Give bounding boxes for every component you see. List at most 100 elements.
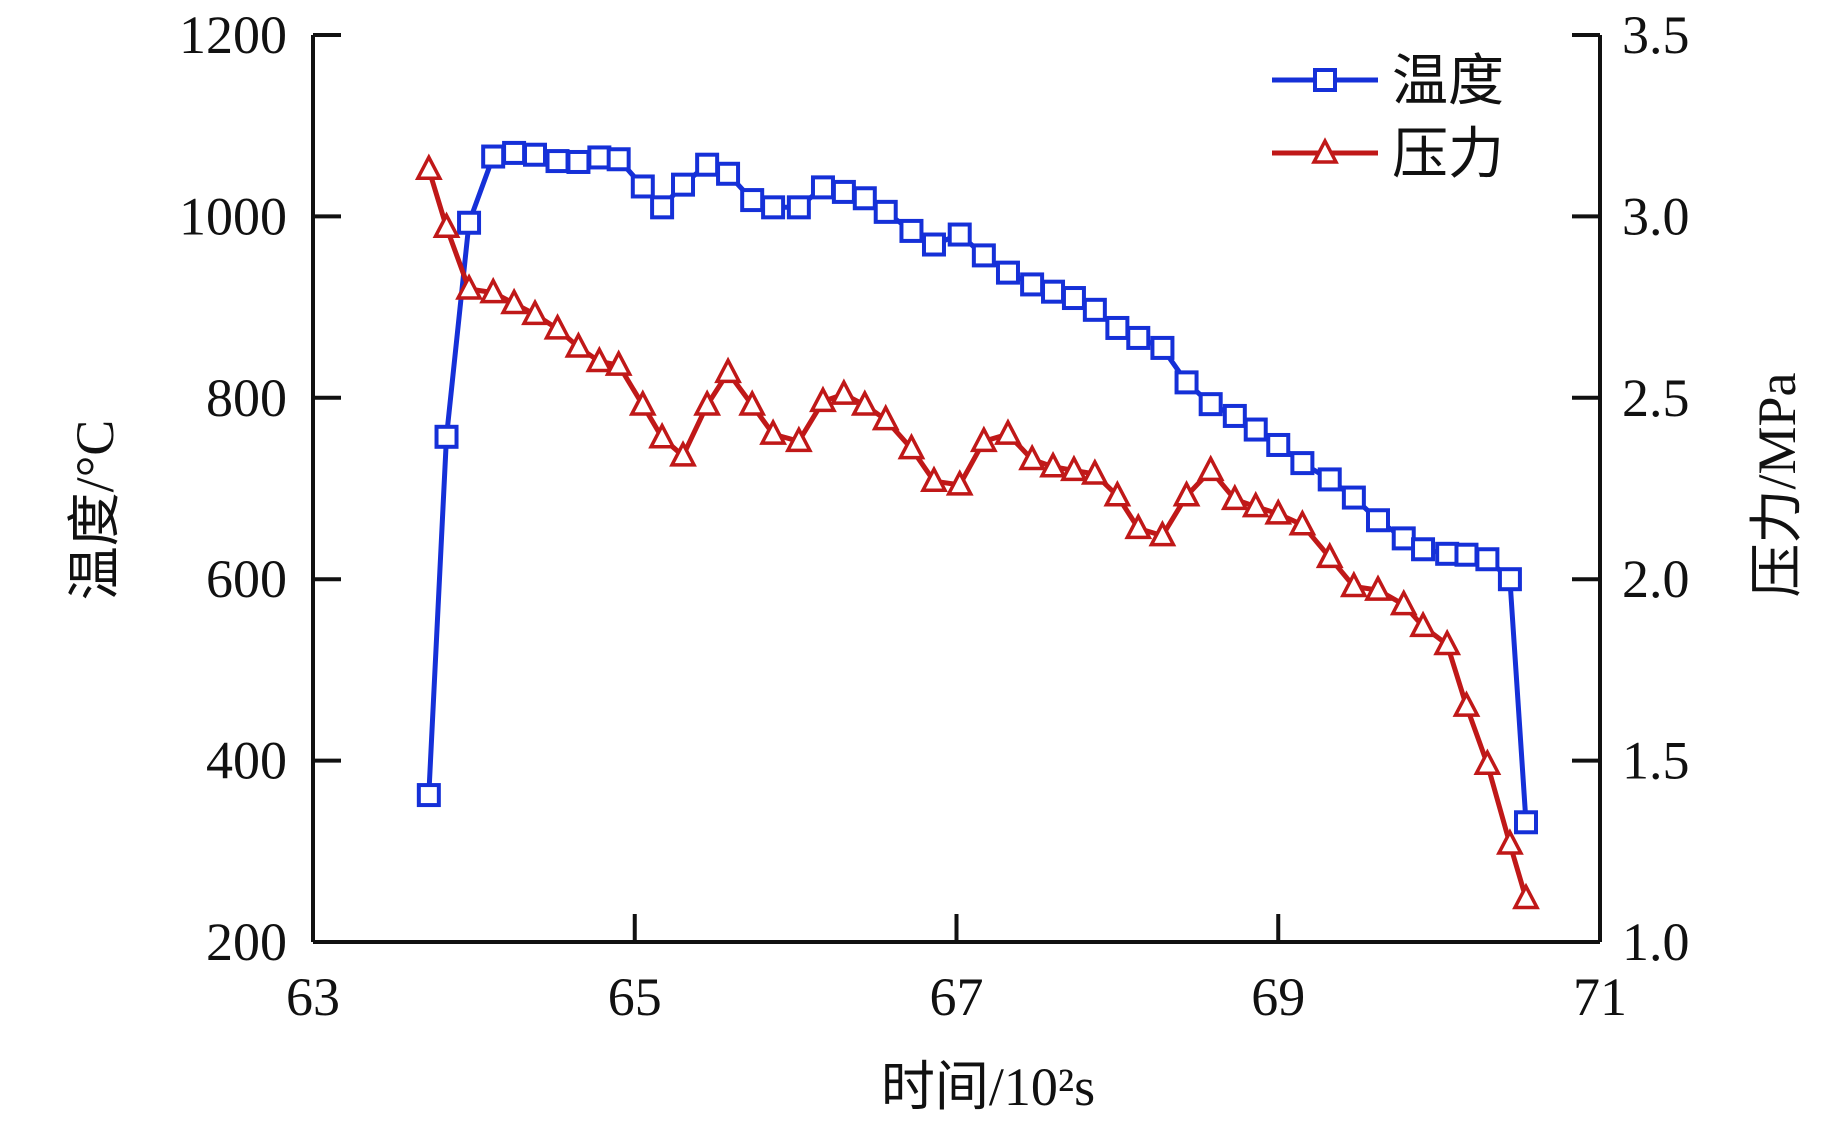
x-tick-label: 67: [930, 967, 984, 1027]
data-point-pressure: [1512, 882, 1540, 910]
data-point-temperature: [1290, 451, 1315, 476]
data-point-pressure: [669, 440, 697, 467]
data-point-pressure: [759, 418, 787, 445]
data-point-temperature: [761, 195, 786, 220]
data-point-temperature: [1020, 272, 1045, 297]
data-point-pressure: [809, 385, 837, 413]
data-point-pressure: [1018, 443, 1047, 471]
data-point-pressure: [628, 389, 657, 416]
data-point-pressure: [604, 349, 633, 376]
data-point-temperature: [786, 195, 811, 220]
data-point-temperature: [650, 195, 675, 220]
data-point-temperature: [416, 783, 441, 808]
data-point-temperature: [587, 145, 612, 170]
legend-label-temperature: 温度: [1392, 51, 1504, 113]
data-point-temperature: [1126, 325, 1151, 350]
y-left-tick-label: 200: [206, 912, 287, 972]
y-left-tick-label: 400: [206, 731, 287, 791]
data-point-pressure: [850, 389, 879, 416]
y-left-tick-label: 600: [206, 549, 287, 609]
data-point-temperature: [1513, 810, 1538, 835]
data-point-temperature: [1391, 526, 1416, 551]
data-point-temperature: [1475, 547, 1500, 572]
data-point-pressure: [564, 331, 593, 358]
data-point-pressure: [693, 389, 722, 416]
legend: 温度 压力: [1272, 51, 1504, 186]
data-point-pressure: [1103, 479, 1132, 507]
data-point-temperature: [873, 199, 898, 224]
data-point-pressure: [1288, 509, 1317, 536]
data-point-temperature: [695, 152, 720, 177]
y-right-axis-title: 压力/MPa: [1747, 372, 1807, 597]
x-tick-label: 69: [1251, 967, 1305, 1027]
data-point-temperature: [1435, 541, 1460, 566]
y-left-tick-label: 1000: [179, 186, 287, 246]
data-point-pressure: [414, 153, 443, 180]
data-point-pressure: [994, 418, 1022, 445]
x-tick-label: 63: [286, 967, 340, 1027]
y-left-tick-label: 1200: [179, 5, 287, 65]
x-tick-label: 71: [1573, 967, 1627, 1027]
data-point-pressure: [1364, 574, 1392, 601]
series-line-pressure: [426, 168, 1529, 900]
data-point-temperature: [523, 142, 548, 167]
data-point-pressure: [1339, 570, 1368, 598]
data-point-pressure: [1148, 519, 1177, 547]
data-point-temperature: [921, 232, 946, 257]
y-right-tick-label: 3.5: [1622, 5, 1690, 65]
data-point-temperature: [899, 218, 924, 243]
data-point-temperature: [1411, 537, 1436, 562]
data-point-temperature: [1174, 370, 1199, 395]
data-point-pressure: [1039, 450, 1067, 478]
data-point-pressure: [1264, 498, 1293, 525]
data-point-pressure: [500, 287, 528, 315]
data-point-pressure: [738, 389, 767, 416]
data-point-temperature: [1105, 315, 1130, 340]
series-layer: [414, 140, 1540, 910]
data-point-temperature: [566, 149, 591, 174]
axis-ticks: 63 65 67 69 71 200 400 600 800 1000 1200 1.0 1.5 2.0 2…: [179, 5, 1690, 1027]
data-point-temperature: [671, 172, 696, 197]
data-point-pressure: [871, 403, 900, 431]
y-right-tick-label: 2.0: [1622, 549, 1690, 609]
data-point-temperature: [1082, 297, 1107, 322]
data-point-temperature: [545, 149, 570, 174]
y-right-tick-label: 1.0: [1622, 912, 1690, 972]
y-left-tick-label: 800: [206, 368, 287, 428]
y-right-tick-label: 3.0: [1622, 186, 1690, 246]
data-point-pressure: [829, 378, 858, 405]
data-point-temperature: [1497, 567, 1522, 592]
data-point-pressure: [521, 298, 549, 326]
data-point-temperature: [716, 161, 741, 186]
data-point-pressure: [432, 211, 461, 239]
data-point-pressure: [1241, 490, 1270, 518]
data-point-pressure: [1496, 828, 1524, 855]
data-point-temperature: [1041, 279, 1066, 304]
legend-marker-triangle: [1311, 137, 1339, 164]
data-point-temperature: [457, 210, 482, 235]
data-point-pressure: [1473, 748, 1502, 775]
data-point-temperature: [1266, 432, 1291, 457]
legend-marker-square: [1313, 68, 1337, 92]
data-point-temperature: [481, 144, 506, 169]
data-point-temperature: [947, 222, 972, 247]
data-point-pressure: [1409, 610, 1437, 638]
data-point-temperature: [995, 260, 1020, 285]
data-point-temperature: [502, 140, 527, 165]
data-point-pressure: [1433, 628, 1462, 656]
data-point-temperature: [1454, 542, 1479, 567]
data-point-pressure: [945, 469, 974, 496]
data-point-temperature: [1341, 485, 1366, 510]
data-point-pressure: [1124, 512, 1153, 540]
y-right-tick-label: 1.5: [1622, 731, 1690, 791]
data-point-pressure: [585, 345, 614, 373]
data-point-pressure: [1315, 541, 1344, 569]
data-point-pressure: [897, 432, 926, 460]
data-point-pressure: [1172, 479, 1201, 507]
data-point-temperature: [606, 147, 631, 172]
data-point-temperature: [434, 424, 459, 449]
y-left-axis-title: 温度/°C: [65, 420, 125, 601]
data-point-temperature: [810, 175, 835, 200]
